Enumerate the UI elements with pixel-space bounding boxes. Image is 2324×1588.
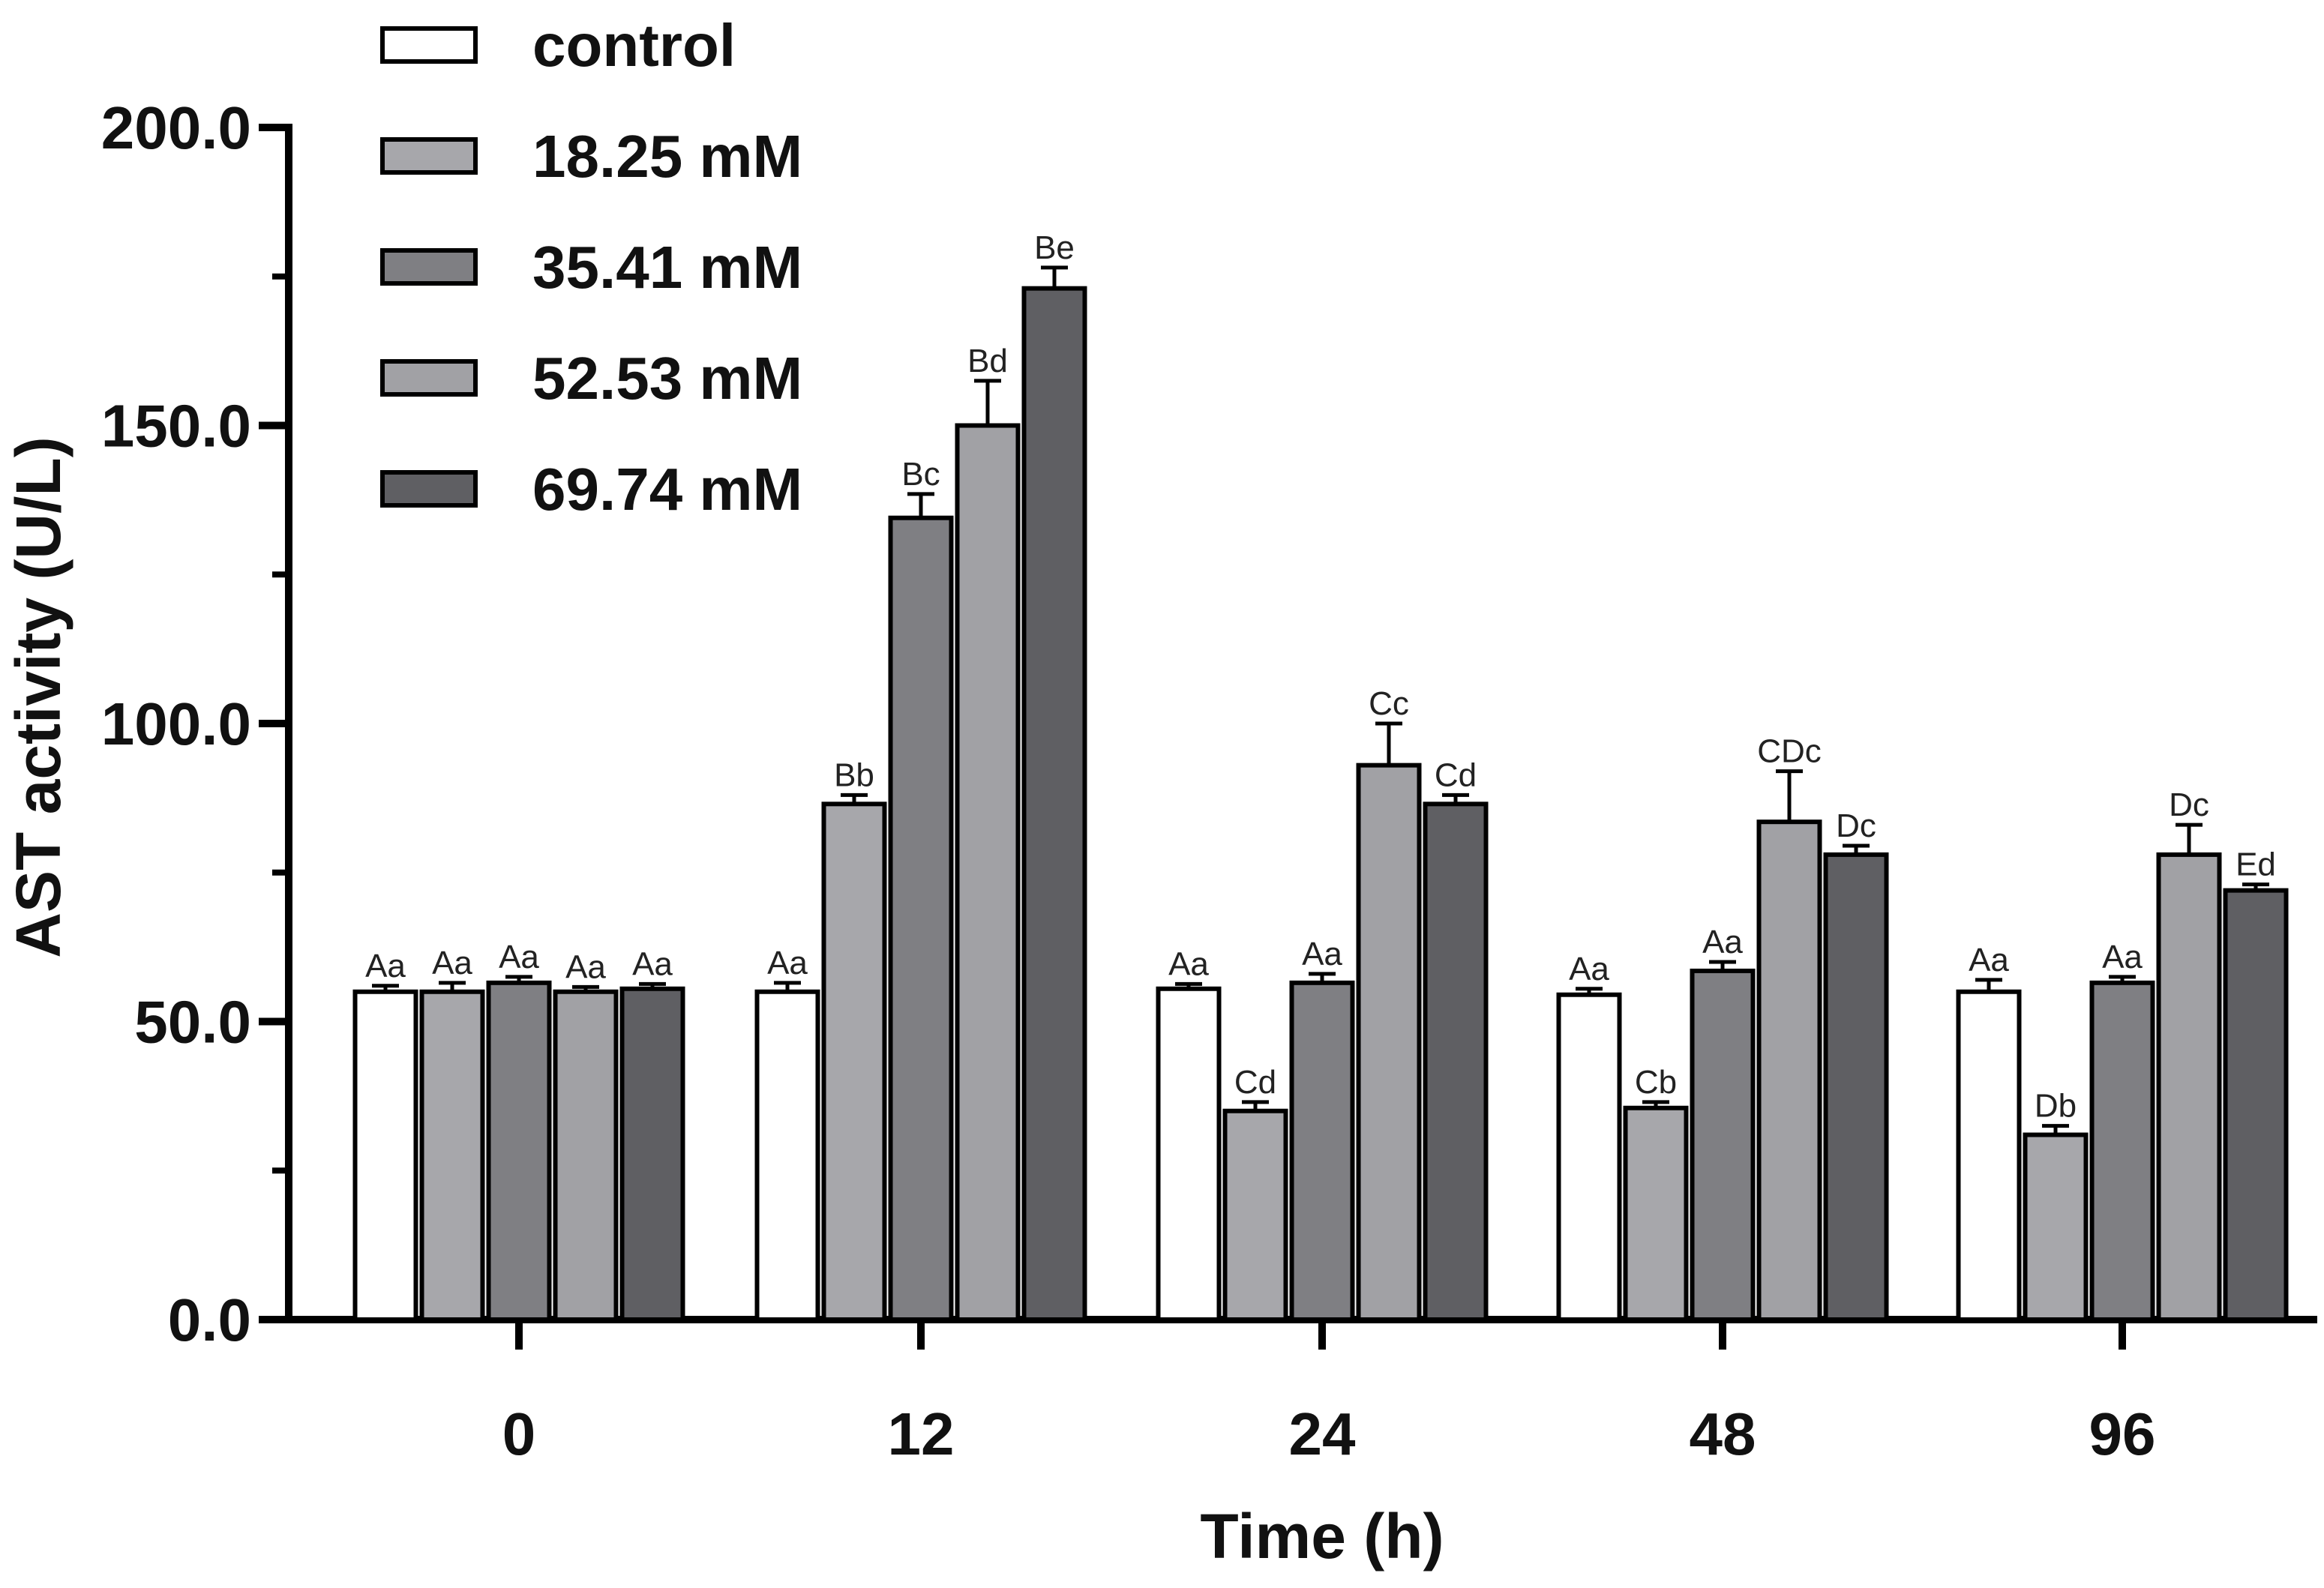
bar (1156, 986, 1222, 1323)
bar-annotation: Aa (2102, 939, 2143, 975)
bar (1356, 763, 1422, 1322)
legend: control 18.25 mM 35.41 mM 52.53 mM 69.74 mM (380, 12, 802, 523)
bar (2156, 852, 2222, 1322)
bar-annotation: Be (1034, 229, 1075, 266)
x-tick-label: 96 (2089, 1401, 2156, 1467)
bar-annotation: Cc (1369, 685, 1409, 722)
bar (2223, 888, 2289, 1322)
bar-annotation: Bb (834, 757, 874, 793)
bar (1956, 989, 2022, 1322)
bar-annotation: Bc (901, 456, 940, 493)
y-tick-label: 50.0 (134, 989, 251, 1056)
legend-label: control (532, 12, 736, 79)
x-axis-title: Time (h) (1200, 1501, 1444, 1572)
bar-annotation: Dc (2169, 787, 2209, 823)
legend-label: 35.41 mM (532, 234, 802, 301)
legend-label: 18.25 mM (532, 123, 802, 190)
bar (352, 989, 418, 1322)
y-tick-label: 200.0 (101, 94, 251, 161)
bar-annotation: Aa (1302, 936, 1342, 972)
x-tick-label: 48 (1690, 1401, 1756, 1467)
legend-swatch (380, 359, 478, 397)
bar-annotation: Aa (365, 948, 406, 984)
bar (419, 989, 485, 1322)
bar-annotation: Bd (967, 343, 1008, 379)
y-tick-label: 0.0 (168, 1287, 251, 1353)
legend-swatch (380, 26, 478, 64)
bar (1823, 852, 1889, 1322)
bar-annotation: Aa (1702, 924, 1743, 960)
legend-swatch (380, 137, 478, 175)
bar-annotation: CDc (1757, 733, 1822, 770)
bar (1756, 819, 1822, 1323)
bar (821, 801, 887, 1322)
bar (1623, 1105, 1689, 1323)
bar-annotation: Aa (432, 945, 472, 981)
bar (1289, 980, 1355, 1322)
bar-annotation: Aa (499, 939, 539, 975)
bar (619, 986, 685, 1323)
legend-swatch (380, 248, 478, 286)
bar-annotation: Aa (632, 945, 673, 982)
legend-label: 52.53 mM (532, 345, 802, 412)
bar (1556, 992, 1622, 1322)
bars: Aa Aa Aa Aa Aa Aa Bb Cd Cb Db Aa Bc Aa Aa Aa Aa Bd Cc CDc D… (352, 229, 2289, 1323)
legend-label: 69.74 mM (532, 456, 802, 523)
bar-annotation: Cd (1435, 757, 1477, 793)
x-tick-label: 24 (1289, 1401, 1356, 1467)
bar (2023, 1132, 2089, 1323)
axes: 0.0 50.0 100.0 150.0 200.0 0 12 24 48 96 (101, 94, 2317, 1467)
bar (754, 989, 820, 1322)
bar (955, 423, 1021, 1322)
legend-swatch (380, 470, 478, 508)
bar-annotation: Cd (1234, 1064, 1276, 1101)
bar (486, 980, 552, 1322)
bar (1222, 1108, 1288, 1322)
bar-annotation: Db (2035, 1088, 2077, 1125)
bar (1021, 286, 1087, 1322)
bar (1423, 801, 1489, 1322)
bar-annotation: Ed (2236, 846, 2276, 883)
bar-annotation: Aa (767, 945, 808, 981)
bar-annotation: Cb (1635, 1064, 1677, 1101)
bar-annotation: Aa (1569, 951, 1609, 987)
bar-annotation: Aa (1969, 942, 2009, 978)
bar (888, 515, 954, 1322)
bar (553, 989, 619, 1322)
bar (1690, 968, 1756, 1323)
y-tick-label: 100.0 (101, 691, 251, 757)
bar (2089, 980, 2155, 1322)
y-axis-title: AST activity (U/L) (3, 436, 73, 957)
bar-annotation: Dc (1836, 807, 1876, 844)
bar-annotation: Aa (565, 948, 606, 985)
x-tick-label: 0 (502, 1401, 536, 1467)
y-tick-label: 150.0 (101, 393, 251, 460)
bar-annotation: Aa (1168, 945, 1209, 982)
x-tick-label: 12 (888, 1401, 955, 1467)
